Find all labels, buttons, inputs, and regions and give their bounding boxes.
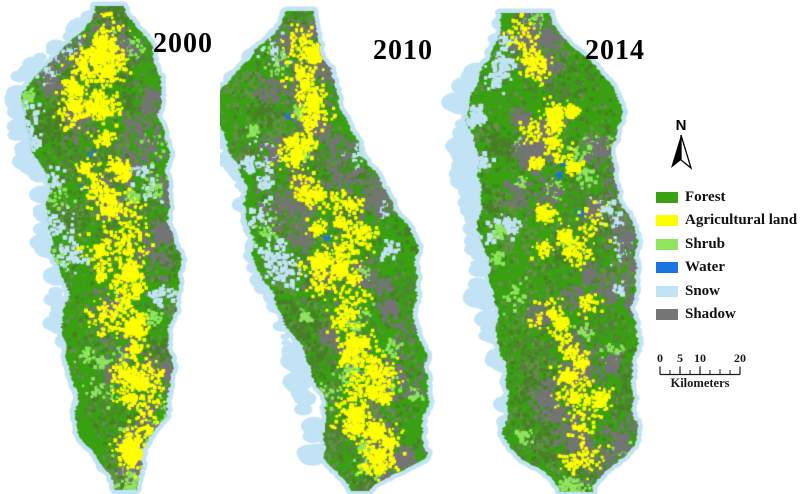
legend-swatch-agricultural-land bbox=[656, 215, 678, 226]
scale-bar-tick-0: 0 bbox=[657, 351, 663, 365]
map-2010 bbox=[220, 0, 450, 494]
legend-item-forest: Forest bbox=[656, 189, 726, 205]
scale-bar-tick-5: 5 bbox=[677, 351, 683, 365]
scale-bar-tick-20: 20 bbox=[734, 351, 746, 365]
scale-bar: 0 5 10 20 Kilometers bbox=[652, 351, 752, 393]
north-arrow-label: N bbox=[675, 117, 687, 134]
legend-label-shadow: Shadow bbox=[685, 306, 736, 322]
legend-swatch-shrub bbox=[656, 239, 678, 250]
map-2014 bbox=[424, 0, 672, 494]
map-year-label-2014: 2014 bbox=[585, 35, 645, 66]
legend-item-water: Water bbox=[656, 259, 725, 275]
legend-swatch-shadow bbox=[656, 309, 678, 320]
scale-bar-unit: Kilometers bbox=[670, 376, 730, 390]
legend-item-shadow: Shadow bbox=[656, 306, 736, 322]
map-2000 bbox=[0, 0, 212, 494]
legend-label-forest: Forest bbox=[685, 189, 726, 205]
legend-item-shrub: Shrub bbox=[656, 236, 726, 252]
legend-label-snow: Snow bbox=[685, 283, 721, 299]
legend-label-shrub: Shrub bbox=[685, 236, 726, 252]
legend-label-water: Water bbox=[685, 259, 725, 275]
north-arrow-icon bbox=[671, 134, 693, 170]
legend-item-snow: Snow bbox=[656, 283, 721, 299]
legend-swatch-snow bbox=[656, 286, 678, 297]
legend-label-agricultural-land: Agricultural land bbox=[685, 212, 798, 228]
legend-item-agricultural-land: Agricultural land bbox=[656, 212, 798, 228]
scale-bar-tick-10: 10 bbox=[694, 351, 706, 365]
map-year-label-2000: 2000 bbox=[153, 28, 213, 59]
map-year-label-2010: 2010 bbox=[373, 35, 433, 66]
north-arrow: N bbox=[664, 118, 698, 171]
legend-swatch-forest bbox=[656, 192, 678, 203]
legend-swatch-water bbox=[656, 262, 678, 273]
scale-bar-ticks bbox=[659, 366, 741, 376]
